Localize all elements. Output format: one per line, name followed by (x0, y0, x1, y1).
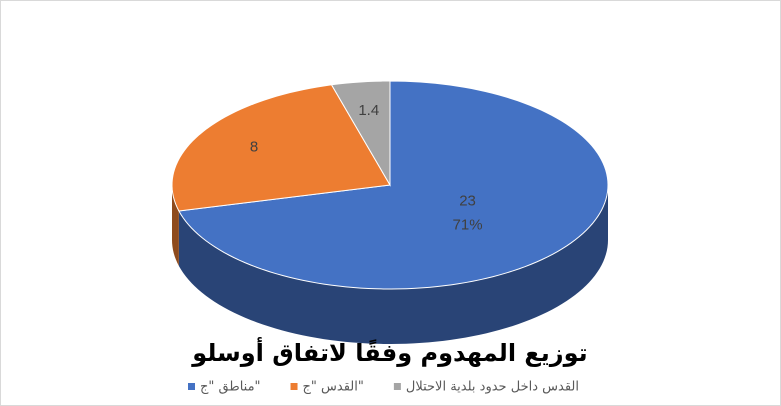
legend-marker (188, 383, 195, 390)
sides (172, 185, 608, 344)
tops: 23 71% 8 1.4 (171, 80, 609, 290)
legend-label: القدس "ج" (303, 380, 364, 395)
percent-label: 71% (453, 217, 483, 234)
legend-label: القدس داخل حدود بلدية الاحتلال (406, 380, 579, 395)
legend-marker (290, 383, 298, 390)
slice (171, 84, 391, 212)
slice-side (172, 185, 179, 266)
data-label: 8 (250, 139, 258, 156)
slice (330, 80, 391, 187)
chart-title: توزيع المهدوم وفقًا لاتفاق أوسلو (191, 337, 587, 367)
legend-marker (393, 383, 401, 390)
data-label: 23 (459, 193, 476, 210)
legend: مناطق "ج" القدس "ج" القدس داخل حدود بلدية … (188, 380, 579, 395)
data-label: 1.4 (358, 102, 379, 119)
slice-side (178, 185, 608, 344)
slice (178, 80, 609, 290)
legend-label: مناطق "ج" (200, 380, 261, 395)
